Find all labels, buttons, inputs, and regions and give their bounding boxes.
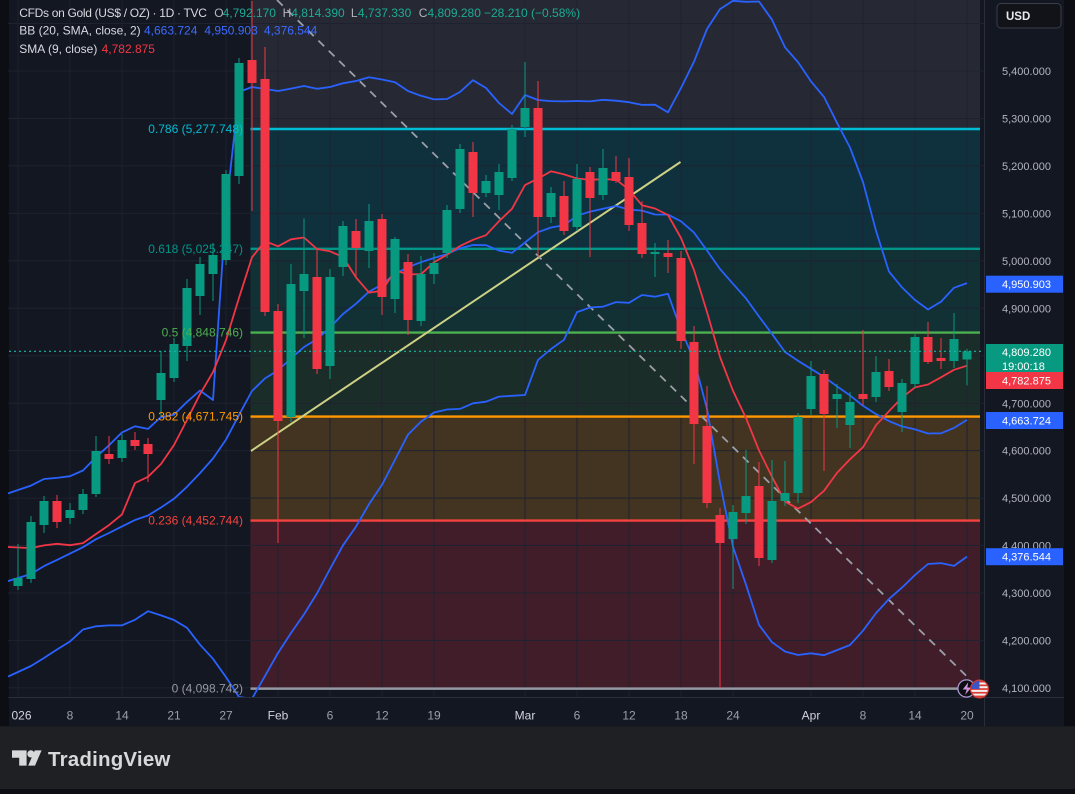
svg-text:4,376.544: 4,376.544 xyxy=(1002,552,1051,564)
svg-text:5,400.000: 5,400.000 xyxy=(1002,66,1051,78)
svg-text:4,700.000: 4,700.000 xyxy=(1002,398,1051,410)
svg-text:14: 14 xyxy=(908,709,922,723)
svg-text:4,200.000: 4,200.000 xyxy=(1002,636,1051,648)
svg-text:4,500.000: 4,500.000 xyxy=(1002,493,1051,505)
svg-text:CFDs on Gold (US$ / OZ) · 1D ·: CFDs on Gold (US$ / OZ) · 1D · TVC xyxy=(19,6,207,20)
svg-text:4,300.000: 4,300.000 xyxy=(1002,588,1051,600)
svg-text:4,100.000: 4,100.000 xyxy=(1002,683,1051,695)
svg-text:0 (4,098.742): 0 (4,098.742) xyxy=(172,682,243,696)
svg-text:4,376.544: 4,376.544 xyxy=(264,24,318,38)
svg-text:L: L xyxy=(351,6,358,20)
svg-text:USD: USD xyxy=(1006,11,1030,23)
svg-text:4,814.390: 4,814.390 xyxy=(291,6,345,20)
svg-text:4,782.875: 4,782.875 xyxy=(102,42,156,56)
svg-text:0.786 (5,277.748): 0.786 (5,277.748) xyxy=(148,122,243,136)
svg-text:4,900.000: 4,900.000 xyxy=(1002,303,1051,315)
svg-text:BB (20, SMA, close, 2): BB (20, SMA, close, 2) xyxy=(19,24,140,38)
svg-text:5,000.000: 5,000.000 xyxy=(1002,256,1051,268)
svg-text:4,782.875: 4,782.875 xyxy=(1002,376,1051,388)
svg-text:0.5 (4,848.746): 0.5 (4,848.746) xyxy=(162,326,243,340)
svg-text:12: 12 xyxy=(375,709,389,723)
svg-text:4,809.280: 4,809.280 xyxy=(1002,347,1051,359)
svg-text:4,737.330: 4,737.330 xyxy=(358,6,412,20)
svg-text:19:00:18: 19:00:18 xyxy=(1002,361,1045,373)
svg-text:−28.210 (−0.58%): −28.210 (−0.58%) xyxy=(484,6,580,20)
svg-text:4,809.280: 4,809.280 xyxy=(428,6,482,20)
svg-text:TradingView: TradingView xyxy=(48,748,171,771)
svg-text:4,950.903: 4,950.903 xyxy=(204,24,258,38)
svg-text:Apr: Apr xyxy=(802,709,821,723)
svg-text:Mar: Mar xyxy=(515,709,536,723)
svg-text:0.382 (4,671.745): 0.382 (4,671.745) xyxy=(148,410,243,424)
svg-text:H: H xyxy=(283,6,292,20)
svg-text:8: 8 xyxy=(860,709,867,723)
svg-text:Feb: Feb xyxy=(268,709,289,723)
svg-text:5,300.000: 5,300.000 xyxy=(1002,114,1051,126)
svg-text:4,600.000: 4,600.000 xyxy=(1002,446,1051,458)
svg-text:21: 21 xyxy=(167,709,181,723)
svg-text:C: C xyxy=(419,6,428,20)
svg-text:0.618 (5,025.247): 0.618 (5,025.247) xyxy=(148,242,243,256)
svg-text:20: 20 xyxy=(960,709,974,723)
svg-text:4,950.903: 4,950.903 xyxy=(1002,279,1051,291)
svg-text:0.236 (4,452.744): 0.236 (4,452.744) xyxy=(148,514,243,528)
svg-text:5,200.000: 5,200.000 xyxy=(1002,161,1051,173)
svg-text:14: 14 xyxy=(115,709,129,723)
svg-text:SMA (9, close): SMA (9, close) xyxy=(19,42,97,56)
svg-text:4,792.170: 4,792.170 xyxy=(223,6,277,20)
svg-text:6: 6 xyxy=(327,709,334,723)
svg-text:8: 8 xyxy=(67,709,74,723)
svg-text:4,663.724: 4,663.724 xyxy=(144,24,198,38)
svg-text:18: 18 xyxy=(674,709,688,723)
svg-text:026: 026 xyxy=(12,709,32,723)
svg-text:5,100.000: 5,100.000 xyxy=(1002,208,1051,220)
svg-text:O: O xyxy=(214,6,223,20)
svg-text:12: 12 xyxy=(622,709,636,723)
svg-text:27: 27 xyxy=(219,709,233,723)
svg-text:24: 24 xyxy=(726,709,740,723)
svg-text:19: 19 xyxy=(427,709,441,723)
svg-text:4,663.724: 4,663.724 xyxy=(1002,416,1051,428)
svg-text:6: 6 xyxy=(574,709,581,723)
